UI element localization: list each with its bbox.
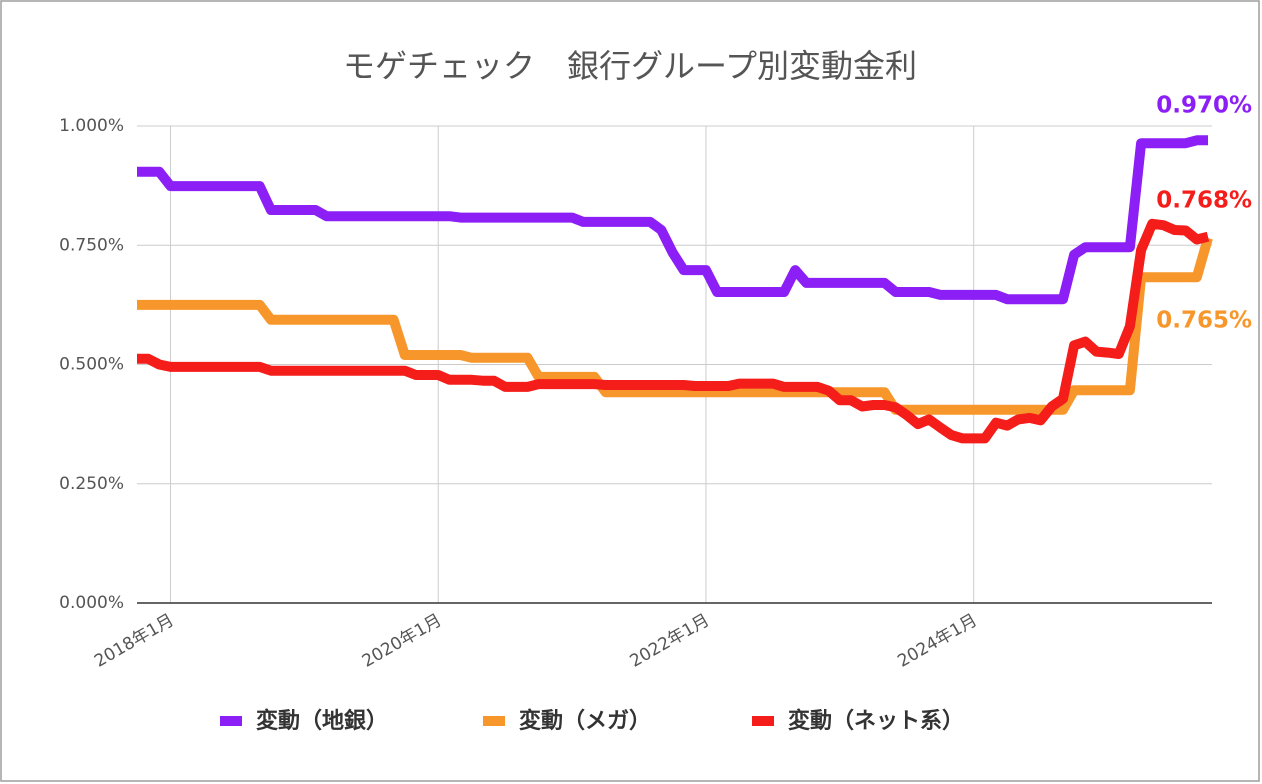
series-line (137, 236, 1213, 415)
legend-label: 変動（ネット系） (788, 708, 964, 734)
legend-label: 変動（地銀） (256, 708, 388, 734)
legend-swatch (752, 716, 774, 726)
series-line (137, 135, 1208, 305)
y-tick-label: 0.750% (59, 235, 124, 255)
legend-swatch (483, 716, 505, 726)
y-tick-label: 0.250% (59, 474, 124, 494)
end-label: 0.768% (1156, 188, 1252, 214)
end-label: 0.765% (1156, 308, 1252, 334)
y-tick-label: 0.500% (59, 355, 124, 375)
y-tick-label: 1.000% (59, 116, 124, 136)
y-tick-label: 0.000% (59, 593, 124, 613)
chart-title: モゲチェック 銀行グループ別変動金利 (343, 47, 917, 85)
legend-label: 変動（メガ） (519, 708, 651, 734)
legend-swatch (220, 716, 242, 726)
series-line (137, 218, 1210, 444)
end-label: 0.970% (1156, 93, 1252, 119)
